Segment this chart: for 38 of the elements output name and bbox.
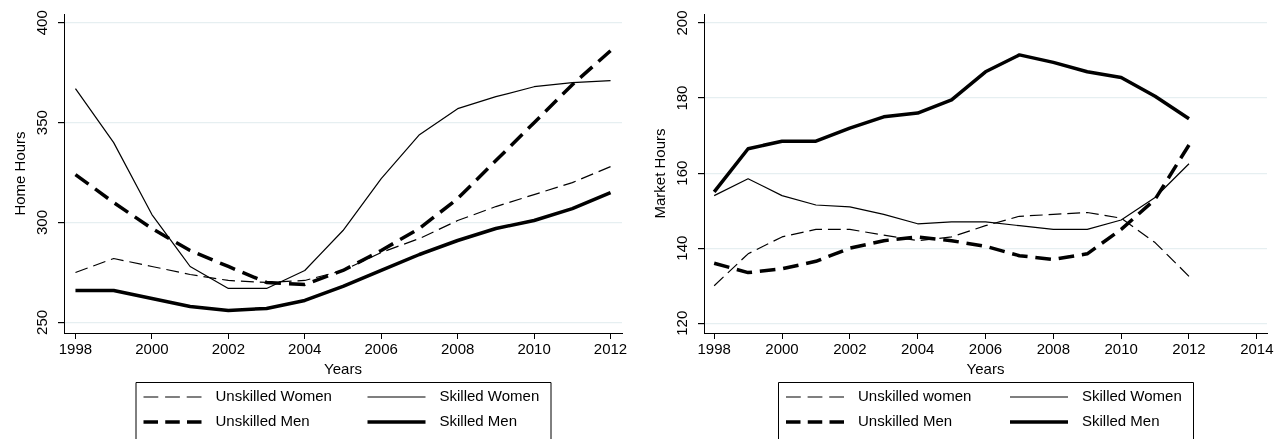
legend-label: Unskilled Men xyxy=(858,412,953,430)
legend-label: Skilled Women xyxy=(439,387,540,405)
x-tick-label: 1998 xyxy=(58,340,93,358)
x-tick-label: 2000 xyxy=(765,340,799,358)
y-tick-label: 400 xyxy=(32,10,50,36)
x-tick-label: 2010 xyxy=(517,340,551,358)
x-tick-label: 2012 xyxy=(593,340,628,358)
legend-label: Unskilled Men xyxy=(215,412,310,430)
x-tick-label: 1998 xyxy=(697,340,731,358)
legend-label: Unskilled Women xyxy=(215,387,332,405)
x-tick-label: 2010 xyxy=(1104,340,1138,358)
legend-label: Skilled Women xyxy=(1082,387,1182,405)
y-tick-label: 350 xyxy=(32,110,50,136)
y-axis-title: Home Hours xyxy=(11,131,29,216)
y-tick-label: 120 xyxy=(672,310,690,336)
x-tick-label: 2012 xyxy=(1172,340,1206,358)
x-tick-label: 2006 xyxy=(364,340,398,358)
x-tick-label: 2004 xyxy=(288,340,322,358)
x-tick-label: 2008 xyxy=(440,340,475,358)
y-tick-label: 140 xyxy=(672,235,690,261)
y-tick-label: 250 xyxy=(32,309,50,335)
x-tick-label: 2004 xyxy=(900,340,935,358)
x-axis-title: Years xyxy=(324,360,362,378)
y-tick-label: 180 xyxy=(672,85,690,111)
x-tick-label: 2006 xyxy=(968,340,1003,358)
x-axis-title: Years xyxy=(966,360,1005,378)
y-axis-title: Market Hours xyxy=(651,128,669,219)
y-tick-label: 300 xyxy=(32,210,50,236)
x-tick-label: 2002 xyxy=(833,340,867,358)
x-tick-label: 2000 xyxy=(135,340,169,358)
legend-label: Skilled Men xyxy=(439,412,518,430)
legend-label: Unskilled women xyxy=(858,387,972,405)
y-tick-label: 160 xyxy=(672,160,690,186)
x-tick-label: 2002 xyxy=(211,340,246,358)
x-tick-label: 2008 xyxy=(1036,340,1071,358)
y-tick-label: 200 xyxy=(672,10,690,36)
legend-label: Skilled Men xyxy=(1082,412,1160,430)
x-tick-label: 2014 xyxy=(1240,340,1274,358)
